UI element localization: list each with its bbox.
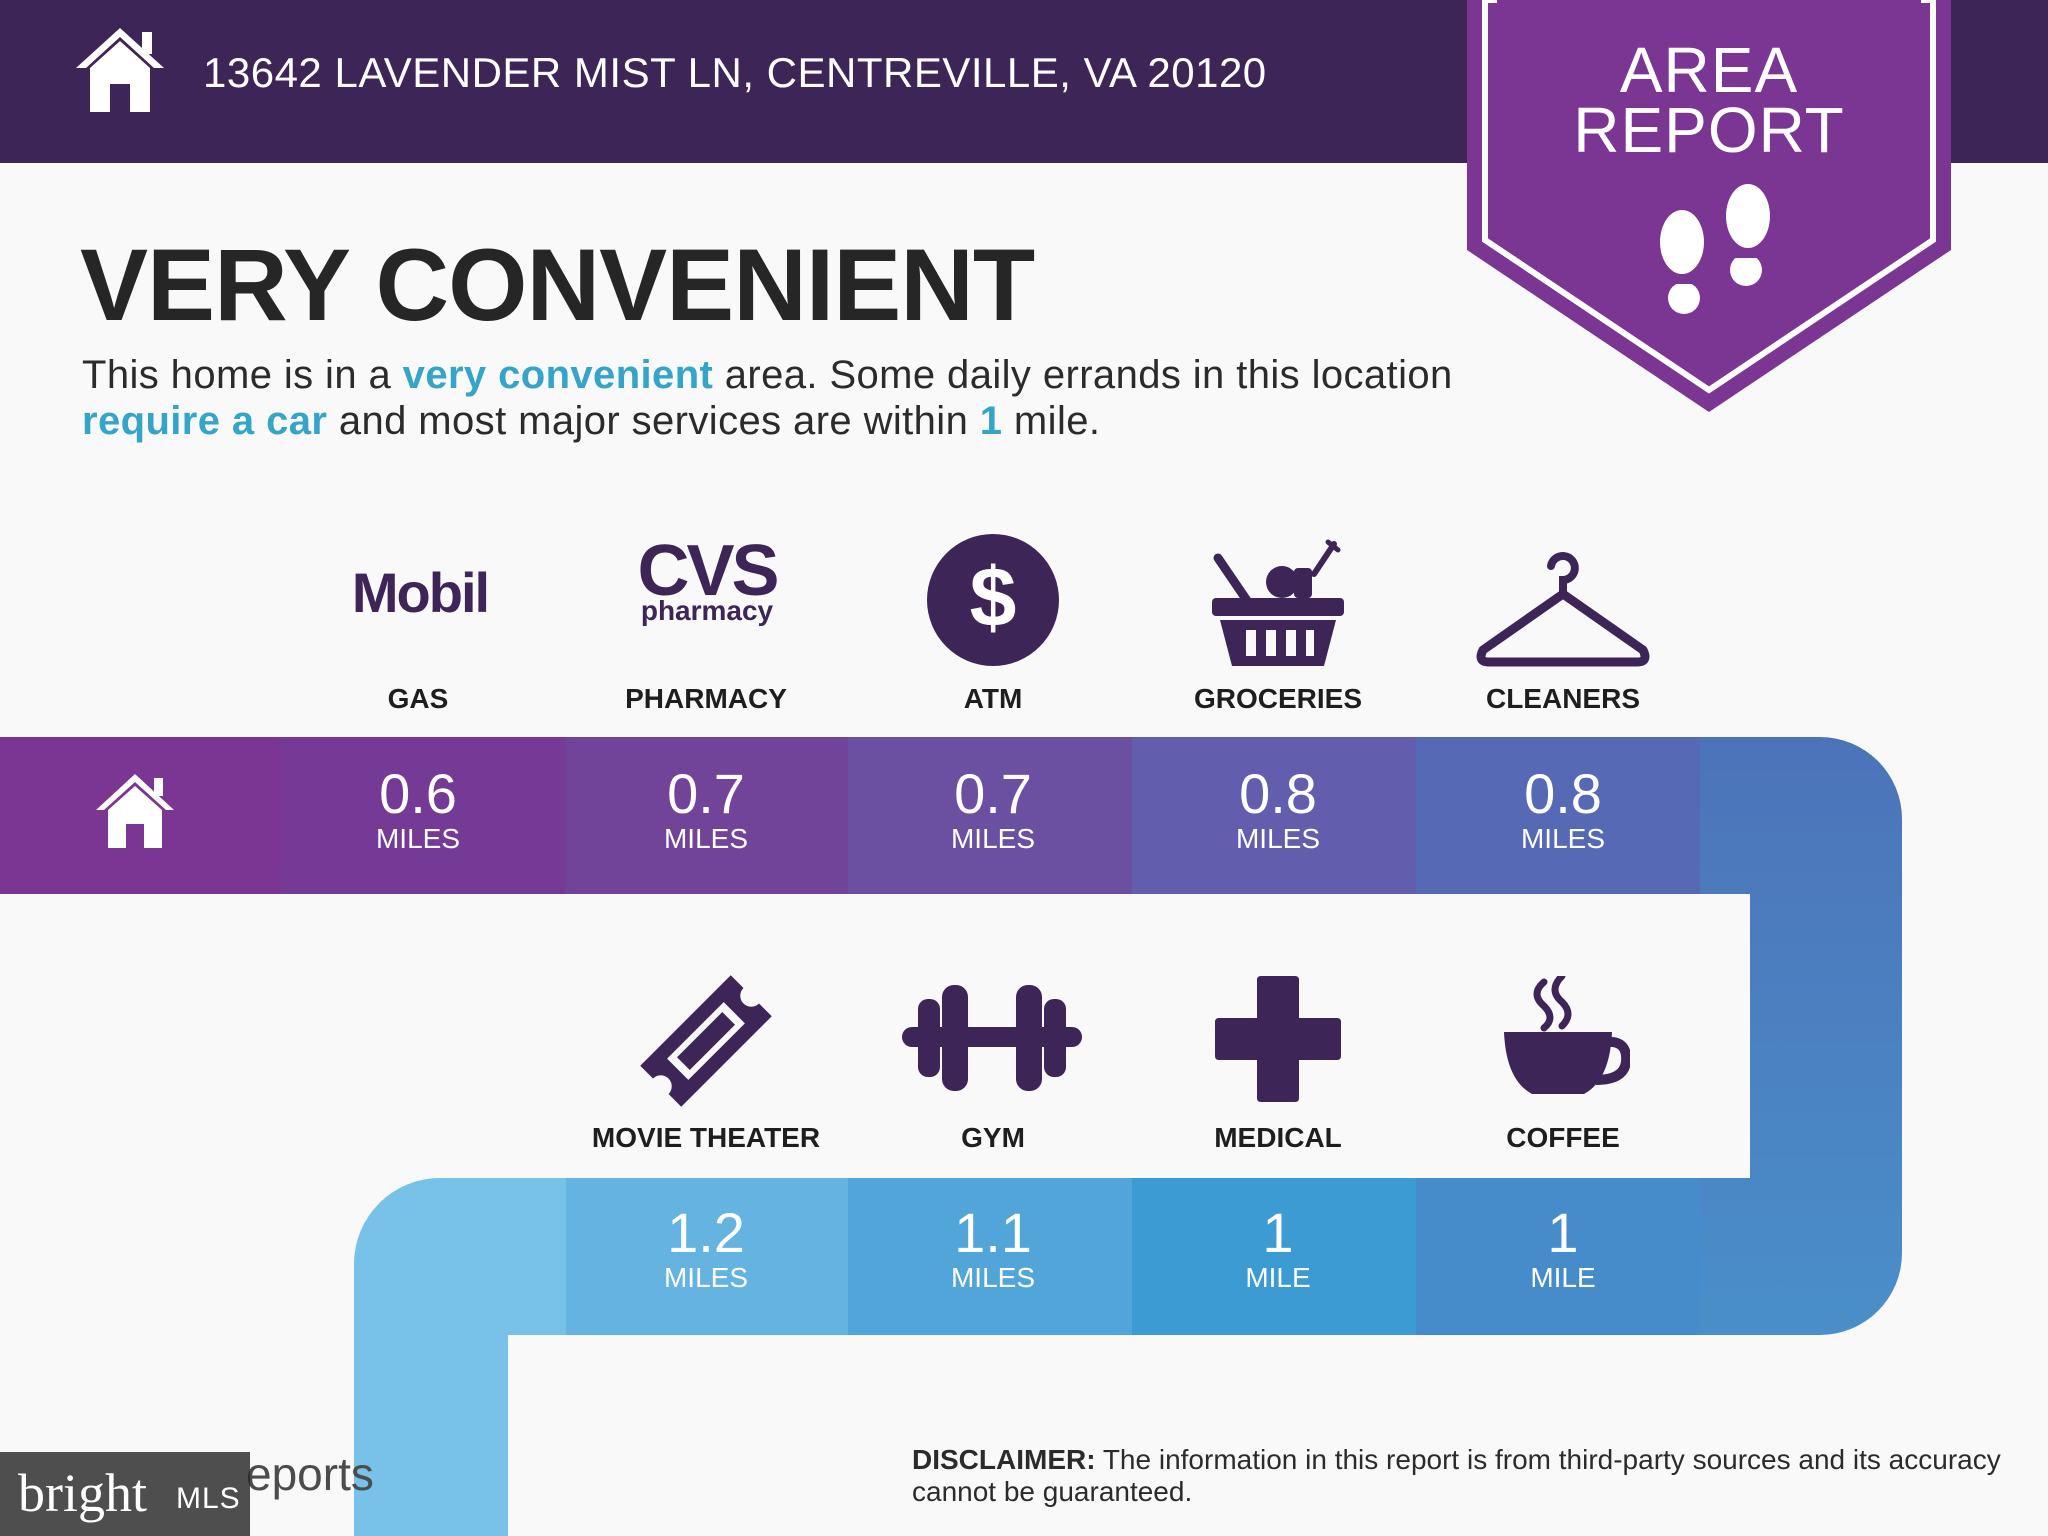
home-marker-icon [96,774,174,848]
house-icon [76,28,164,112]
summary-part-3: and most major services are within [327,399,980,443]
hanger-icon [1476,552,1650,667]
summary-part-4: mile. [1002,399,1101,443]
distance-pharmacy: 0.7 MILES [566,762,846,854]
summary-part-1: This home is in a [82,353,403,397]
distance-gym: 1.1 MILES [853,1201,1133,1293]
cvs-logo-main: CVS [637,531,779,611]
bright-mls-text: MLS [176,1482,241,1515]
distance-pharmacy-unit: MILES [663,823,749,854]
band-cell-pharmacy [565,737,848,894]
area-report-badge [1467,0,1951,412]
dollar-icon: $ [927,534,1059,666]
band-cell-gym [848,1178,1132,1335]
summary-text: This home is in a very convenient area. … [82,352,1482,444]
band-cell-groceries [1132,737,1416,894]
distance-atm-unit: MILES [950,823,1036,854]
page-headline: VERY CONVENIENT [80,228,1035,342]
summary-highlight-convenient: very convenient [402,353,714,397]
distance-medical-unit: MILE [1245,1262,1311,1293]
footprints-icon [1660,184,1770,314]
distance-coffee: 1 MILE [1423,1201,1703,1293]
distance-gas: 0.6 MILES [278,762,558,854]
cvs-logo-sub: pharmacy [640,595,774,626]
disclaimer-text: The information in this report is from t… [912,1444,2001,1507]
label-pharmacy: PHARMACY [625,683,787,714]
bright-logo-text: bright [18,1463,147,1523]
distance-gym-value: 1.1 [954,1201,1032,1264]
svg-text:$: $ [970,550,1017,644]
distance-pharmacy-value: 0.7 [667,762,745,825]
label-cleaners: CLEANERS [1485,683,1640,714]
ticket-icon [640,975,772,1107]
summary-part-2: area. Some daily errands in this locatio… [713,353,1453,397]
distance-gas-value: 0.6 [379,762,457,825]
band-cell-coffee [1416,1178,1700,1335]
band-right-curve [1700,737,1902,1335]
band-cell-atm [848,737,1132,894]
badge-text: AREA REPORT [1467,34,1951,166]
label-coffee: COFFEE [1506,1122,1620,1153]
summary-highlight-distance: 1 [979,399,1003,443]
label-atm: ATM [963,683,1023,714]
badge-line-1: AREA [1619,34,1799,106]
distance-groceries-value: 0.8 [1239,762,1317,825]
badge-line-2: REPORT [1573,94,1845,166]
label-gym: GYM [961,1122,1025,1153]
coffee-cup-icon [1504,976,1630,1094]
dumbbell-icon [902,985,1082,1091]
distance-groceries: 0.8 MILES [1138,762,1418,854]
band-cell-medical [1132,1178,1416,1335]
label-groceries: GROCERIES [1193,683,1363,714]
band-left-curve [354,1178,566,1536]
bright-mls-watermark [0,1452,250,1536]
distance-coffee-value: 1 [1547,1201,1579,1264]
label-movie-theater: MOVIE THEATER [591,1122,821,1153]
band-cell-movie [566,1178,848,1335]
distance-coffee-unit: MILE [1530,1262,1596,1293]
disclaimer-label: DISCLAIMER: [912,1444,1096,1475]
distance-gym-unit: MILES [950,1262,1036,1293]
mobil-logo: Mobil [351,561,490,624]
distance-cleaners: 0.8 MILES [1423,762,1703,854]
distance-movie-theater-value: 1.2 [667,1201,745,1264]
band-cell-gas [280,737,565,894]
distance-cleaners-value: 0.8 [1524,762,1602,825]
distance-atm-value: 0.7 [954,762,1032,825]
distance-movie-theater: 1.2 MILES [566,1201,846,1293]
distance-groceries-unit: MILES [1235,823,1321,854]
address-title: 13642 LAVENDER MIST LN, CENTREVILLE, VA … [203,49,1267,96]
medical-cross-icon [1215,976,1341,1102]
reports-brand-text: eports [246,1448,374,1500]
distance-medical-value: 1 [1262,1201,1294,1264]
cvs-logo: CVS pharmacy [612,531,802,626]
distance-atm: 0.7 MILES [853,762,1133,854]
band-cell-cleaners [1416,737,1700,894]
summary-highlight-car: require a car [82,399,328,443]
distance-cleaners-unit: MILES [1520,823,1606,854]
distance-movie-theater-unit: MILES [663,1262,749,1293]
label-medical: MEDICAL [1214,1122,1342,1153]
grocery-basket-icon [1212,539,1344,666]
distance-gas-unit: MILES [375,823,461,854]
disclaimer: DISCLAIMER: The information in this repo… [912,1444,2012,1508]
distance-medical: 1 MILE [1138,1201,1418,1293]
label-gas: GAS [387,683,449,714]
